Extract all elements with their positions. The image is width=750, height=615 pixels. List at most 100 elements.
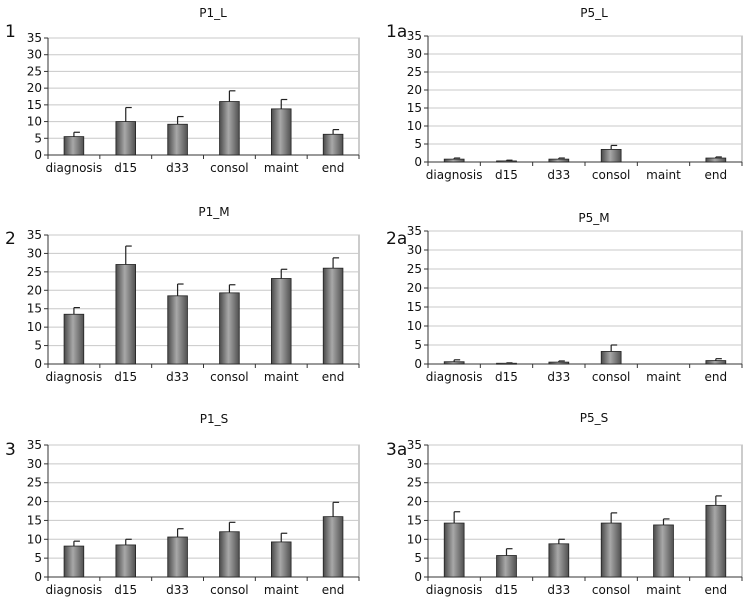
y-tick-label: 25 (27, 64, 42, 78)
y-tick-label: 0 (414, 357, 422, 371)
bar (115, 121, 136, 156)
y-tick-label: 30 (27, 48, 42, 62)
y-tick-label: 15 (407, 300, 422, 314)
chart-title: P1_S (200, 412, 229, 426)
x-tick-label: d15 (495, 168, 518, 182)
y-tick-label: 5 (34, 551, 42, 565)
x-tick-label: d33 (166, 370, 189, 384)
bar (271, 278, 292, 365)
bar (548, 543, 570, 578)
panel-label: 1a (386, 22, 407, 42)
y-tick-label: 20 (27, 81, 42, 95)
y-tick-label: 25 (27, 476, 42, 490)
y-tick-label: 15 (407, 101, 422, 115)
bar (63, 136, 85, 156)
chart-panel-1: 1 P1_L 0 5 10 15 20 25 30 35 diagnosis d15 d33 consol… (5, 6, 360, 175)
y-tick-label: 10 (27, 115, 42, 129)
y-tick-label: 20 (407, 495, 422, 509)
y-tick-label: 35 (407, 438, 422, 452)
bar (63, 313, 85, 365)
x-tick-label: d33 (547, 168, 570, 182)
y-tick-label: 25 (27, 265, 42, 279)
y-tick-label: 10 (27, 532, 42, 546)
x-tick-label: consol (210, 583, 248, 597)
y-tick-label: 5 (414, 338, 422, 352)
bar (705, 157, 727, 163)
x-tick-label: maint (264, 370, 299, 384)
y-tick-label: 0 (414, 570, 422, 584)
x-tick-label: diagnosis (426, 370, 483, 384)
x-tick-label: d33 (166, 583, 189, 597)
chart-title: P1_L (199, 6, 227, 20)
chart-panel-3: 3 P1_S 0 5 10 15 20 25 30 35 diagnosis d15 d33 consol… (5, 412, 360, 597)
bar (271, 108, 292, 156)
panel-label: 3 (5, 440, 16, 460)
x-tick-label: consol (592, 168, 630, 182)
x-tick-label: end (705, 168, 728, 182)
y-tick-label: 20 (407, 83, 422, 97)
chart-panel-2a: 2a P5_M 0 5 10 15 20 25 30 35 diagnosis d15 d33 conso… (386, 211, 743, 384)
bar (63, 545, 85, 578)
x-tick-label: diagnosis (426, 168, 483, 182)
bar (705, 360, 727, 365)
bar (219, 292, 240, 365)
y-tick-label: 25 (407, 65, 422, 79)
bar (600, 522, 622, 578)
x-tick-label: d15 (495, 370, 518, 384)
chart-title: P5_M (578, 211, 609, 225)
x-tick-label: d15 (495, 583, 518, 597)
plot-area (427, 444, 743, 578)
y-tick-label: 5 (34, 131, 42, 145)
y-tick-label: 30 (407, 47, 422, 61)
y-tick-label: 20 (27, 283, 42, 297)
x-tick-label: diagnosis (46, 161, 103, 175)
bar (496, 555, 517, 578)
bar (322, 267, 344, 365)
y-tick-label: 20 (27, 495, 42, 509)
y-tick-label: 15 (27, 302, 42, 316)
chart-panel-3a: 3a P5_S 0 5 10 15 20 25 30 35 diagnosis d15 d33 conso… (386, 411, 743, 597)
x-tick-label: d15 (114, 370, 137, 384)
chart-title: P5_L (580, 6, 608, 20)
y-tick-label: 25 (407, 262, 422, 276)
x-tick-label: maint (264, 583, 299, 597)
y-tick-label: 10 (407, 119, 422, 133)
x-tick-label: d15 (114, 583, 137, 597)
y-tick-label: 15 (407, 513, 422, 527)
x-tick-label: d15 (114, 161, 137, 175)
x-tick-label: consol (592, 370, 630, 384)
bar (271, 541, 292, 578)
x-tick-label: maint (646, 168, 681, 182)
x-tick-label: maint (646, 370, 681, 384)
x-tick-label: consol (592, 583, 630, 597)
x-tick-label: maint (646, 583, 681, 597)
plot-area (47, 444, 360, 578)
x-tick-label: diagnosis (426, 583, 483, 597)
bar (115, 544, 136, 578)
panel-label: 1 (5, 22, 16, 42)
bar (496, 160, 517, 163)
x-tick-label: diagnosis (46, 583, 103, 597)
bar (167, 295, 188, 365)
bar (115, 264, 136, 365)
y-tick-label: 35 (407, 224, 422, 238)
x-tick-label: end (705, 370, 728, 384)
x-tick-label: end (322, 370, 345, 384)
bar (548, 158, 570, 163)
bar (322, 516, 344, 578)
panel-label: 3a (386, 440, 407, 460)
x-tick-label: consol (210, 370, 248, 384)
y-tick-label: 25 (407, 476, 422, 490)
y-tick-label: 35 (407, 29, 422, 43)
plot-area (47, 234, 360, 365)
panel-label: 2 (5, 229, 16, 249)
y-tick-label: 30 (27, 246, 42, 260)
x-tick-label: d33 (547, 370, 570, 384)
y-tick-label: 10 (407, 319, 422, 333)
panel-label: 2a (386, 229, 407, 249)
y-tick-label: 20 (407, 281, 422, 295)
bar (443, 158, 465, 163)
chart-panel-1a: 1a P5_L 0 5 10 15 20 25 30 35 diagnosis d15 d33 conso… (386, 6, 743, 182)
bar (705, 504, 727, 578)
y-tick-label: 35 (27, 228, 42, 242)
